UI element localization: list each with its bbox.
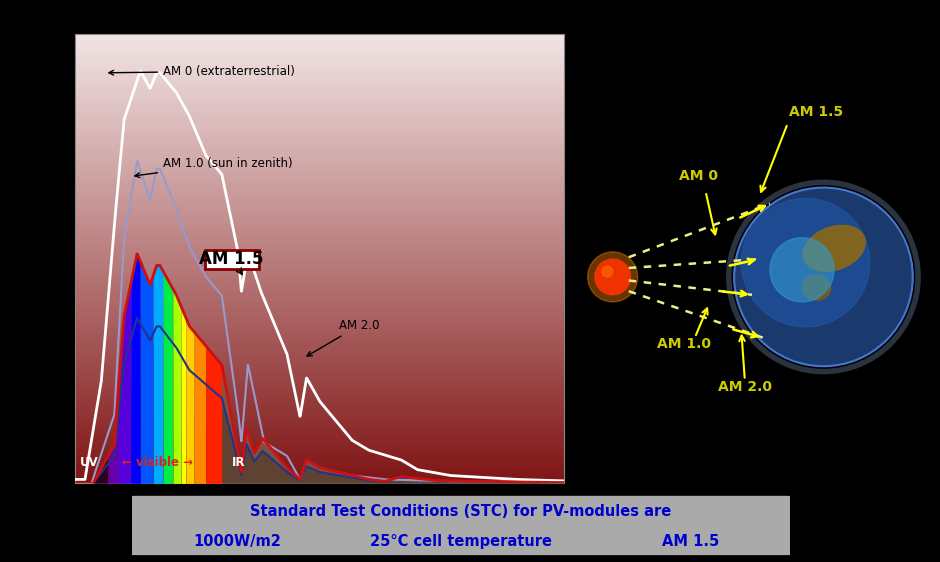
Text: AM 1.5: AM 1.5 bbox=[199, 251, 264, 269]
Text: AM 1.0: AM 1.0 bbox=[657, 337, 712, 351]
Text: ← visible →: ← visible → bbox=[122, 456, 194, 469]
Ellipse shape bbox=[802, 275, 831, 300]
Text: AM 2.0: AM 2.0 bbox=[307, 319, 380, 356]
Circle shape bbox=[595, 259, 631, 294]
X-axis label: wavelength in nm: wavelength in nm bbox=[258, 514, 382, 528]
Text: 1000W/m2: 1000W/m2 bbox=[193, 534, 281, 549]
Circle shape bbox=[742, 198, 870, 327]
Text: AM 1.5: AM 1.5 bbox=[663, 534, 719, 549]
FancyBboxPatch shape bbox=[205, 250, 258, 269]
Text: AM 1.5: AM 1.5 bbox=[790, 105, 843, 119]
Circle shape bbox=[588, 252, 637, 302]
Y-axis label: W / (m² x μm): W / (m² x μm) bbox=[15, 215, 28, 302]
Text: Standard Test Conditions (STC) for PV-modules are: Standard Test Conditions (STC) for PV-mo… bbox=[250, 504, 671, 519]
Text: AM 2.0: AM 2.0 bbox=[718, 380, 772, 394]
FancyBboxPatch shape bbox=[125, 496, 796, 555]
Ellipse shape bbox=[803, 225, 865, 271]
Circle shape bbox=[602, 266, 613, 277]
Text: UV: UV bbox=[80, 456, 99, 469]
Text: AM 1.0 (sun in zenith): AM 1.0 (sun in zenith) bbox=[134, 157, 292, 178]
Circle shape bbox=[770, 238, 834, 302]
Text: AM 0 (extraterrestrial): AM 0 (extraterrestrial) bbox=[109, 65, 295, 78]
Circle shape bbox=[734, 188, 913, 366]
Text: 25°C cell temperature: 25°C cell temperature bbox=[369, 534, 552, 549]
Text: IR: IR bbox=[231, 456, 245, 469]
Text: AM 0: AM 0 bbox=[679, 170, 718, 183]
